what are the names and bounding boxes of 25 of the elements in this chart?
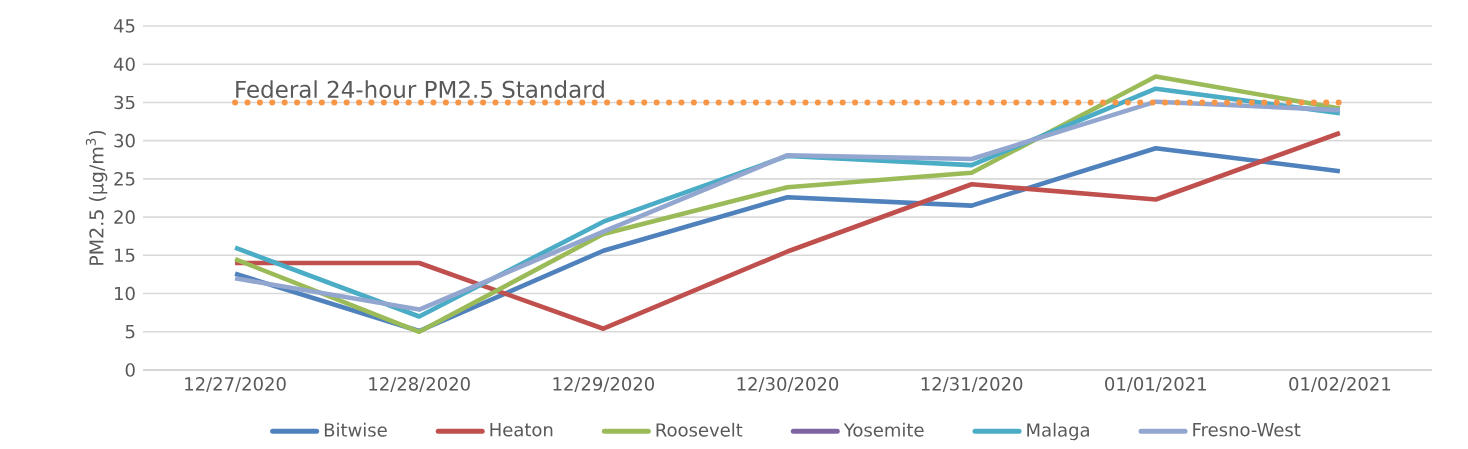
x-tick-label: 01/01/2021 (1105, 377, 1206, 393)
y-tick-label: 35 (114, 95, 135, 110)
y-tick-label: 10 (115, 286, 135, 301)
y-tick-label: 30 (114, 133, 135, 148)
x-tick-label: 12/30/2020 (737, 377, 839, 393)
y-tick-label: 15 (115, 248, 135, 263)
x-tick-label: 12/28/2020 (369, 377, 470, 393)
legend-label: Heaton (490, 423, 553, 437)
legend-label: Fresno-West (1193, 423, 1301, 437)
y-tick-label: 0 (125, 363, 135, 377)
x-tick-label: 01/02/2021 (1289, 377, 1391, 393)
x-tick-label: 12/29/2020 (553, 377, 655, 393)
ref-line-label: Federal 24-hour PM2.5 Standard (236, 80, 604, 99)
y-axis-title: PM2.5 (µg/m$^{3}$) (85, 130, 108, 265)
x-tick-label: 12/31/2020 (921, 377, 1023, 393)
y-tick-label: 25 (114, 172, 135, 186)
legend-label: Yosemite (843, 422, 924, 437)
y-tick-label: 45 (113, 19, 135, 33)
legend-label: Malaga (1027, 422, 1089, 441)
y-tick-label: 5 (125, 325, 135, 339)
y-tick-label: 40 (113, 57, 135, 72)
x-tick-label: 12/27/2020 (185, 377, 286, 393)
legend-label: Roosevelt (656, 422, 743, 437)
legend-label: Bitwise (324, 422, 387, 437)
y-tick-label: 20 (114, 210, 135, 224)
